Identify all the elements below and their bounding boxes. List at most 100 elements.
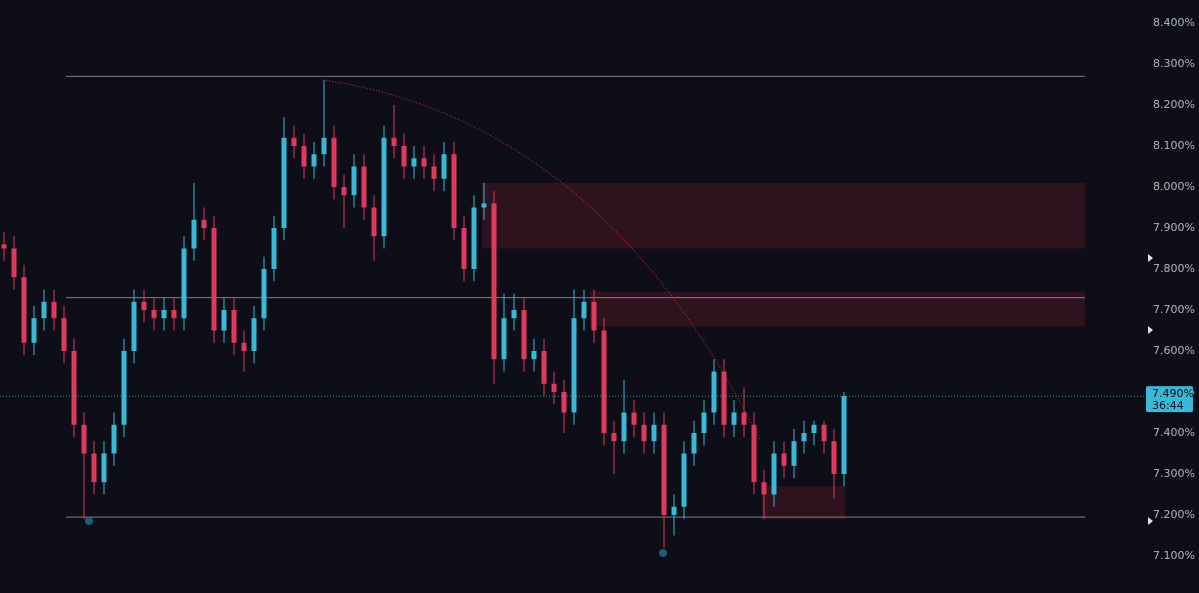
candles (1, 80, 847, 548)
candle-body (801, 433, 807, 442)
candle-body (731, 412, 737, 425)
zone (482, 182, 1085, 249)
candle-body (481, 203, 487, 208)
candle-body (31, 318, 37, 343)
candle-body (821, 424, 827, 442)
candle-body (411, 158, 417, 167)
candle-body (421, 158, 427, 167)
candle-body (141, 301, 147, 310)
candle-body (231, 310, 237, 343)
axis-marker (1148, 517, 1153, 525)
candle-body (171, 310, 177, 319)
candle-body (621, 412, 627, 442)
candle-body (701, 412, 707, 433)
candle-body (111, 424, 117, 454)
candle-body (831, 441, 837, 474)
candle-body (581, 301, 587, 319)
y-tick-label: 7.900% (1153, 221, 1195, 234)
candle-body (371, 207, 377, 237)
candle-body (311, 154, 317, 167)
price-axis: 7.100%7.200%7.300%7.400%7.500%7.600%7.70… (1153, 16, 1195, 562)
y-tick-label: 8.200% (1153, 98, 1195, 111)
axis-marker (1148, 326, 1153, 334)
candle-body (321, 137, 327, 155)
candle-body (401, 146, 407, 167)
candle-body (451, 154, 457, 228)
candle-body (711, 371, 717, 413)
y-tick-label: 8.400% (1153, 16, 1195, 29)
candle-body (741, 412, 747, 425)
swing-low-marker (659, 549, 667, 557)
last-price-label: 7.490% (1152, 387, 1194, 400)
y-tick-label: 7.100% (1153, 549, 1195, 562)
candle-body (431, 166, 437, 179)
candle-body (181, 248, 187, 319)
candle-body (461, 228, 467, 269)
candle-body (71, 351, 77, 425)
candle-body (381, 137, 387, 237)
axis-marker (1148, 254, 1153, 262)
candle-body (841, 396, 847, 474)
candle-body (131, 301, 137, 351)
candle-body (791, 441, 797, 466)
candle-body (101, 453, 107, 483)
candle-body (331, 137, 337, 187)
last-price: 7.490%36:44 (0, 386, 1194, 413)
candle-body (251, 318, 257, 351)
candle-body (631, 412, 637, 425)
candle-body (471, 207, 477, 269)
y-tick-label: 8.300% (1153, 57, 1195, 70)
candle-body (61, 318, 67, 351)
y-tick-label: 7.700% (1153, 303, 1195, 316)
candle-body (571, 318, 577, 413)
candle-body (271, 228, 277, 269)
candle-body (161, 310, 167, 319)
candle-body (1, 244, 7, 249)
candle-body (681, 453, 687, 507)
candle-body (341, 187, 347, 196)
candle-body (201, 219, 207, 228)
candle-body (281, 137, 287, 228)
candle-body (301, 146, 307, 167)
candle-body (41, 301, 47, 319)
candle-body (261, 269, 267, 319)
candle-body (511, 310, 517, 319)
candle-body (221, 310, 227, 331)
y-tick-label: 7.800% (1153, 262, 1195, 275)
candle-body (541, 351, 547, 384)
countdown-label: 36:44 (1152, 399, 1184, 412)
y-tick-label: 7.400% (1153, 426, 1195, 439)
candle-body (761, 482, 767, 495)
candle-body (491, 203, 497, 360)
levels (66, 75, 1085, 518)
y-tick-label: 8.000% (1153, 180, 1195, 193)
candle-body (241, 342, 247, 351)
y-tick-label: 7.600% (1153, 344, 1195, 357)
candle-body (691, 433, 697, 454)
candle-body (121, 351, 127, 425)
y-tick-label: 7.200% (1153, 508, 1195, 521)
candle-body (721, 371, 727, 425)
candle-body (521, 310, 527, 360)
candle-body (361, 166, 367, 208)
candle-body (21, 277, 27, 343)
candle-body (11, 248, 17, 278)
y-tick-label: 8.100% (1153, 139, 1195, 152)
candle-body (91, 453, 97, 483)
candle-body (811, 424, 817, 433)
candle-body (641, 424, 647, 442)
candle-body (771, 453, 777, 495)
candle-body (551, 383, 557, 392)
candle-body (781, 453, 787, 466)
zone (590, 291, 1085, 327)
candle-body (661, 424, 667, 515)
candle-body (391, 137, 397, 146)
y-tick-label: 7.300% (1153, 467, 1195, 480)
candle-body (191, 219, 197, 249)
candle-body (211, 228, 217, 331)
candle-body (291, 137, 297, 146)
candle-body (671, 506, 677, 515)
candle-body (81, 424, 87, 454)
